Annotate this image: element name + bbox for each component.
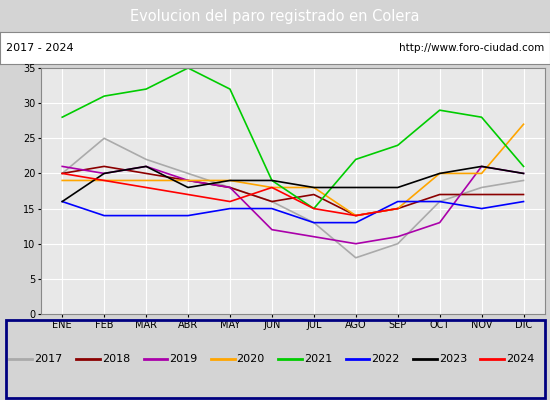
- Text: 2019: 2019: [169, 354, 197, 364]
- Text: http://www.foro-ciudad.com: http://www.foro-ciudad.com: [399, 43, 544, 53]
- Text: 2022: 2022: [371, 354, 400, 364]
- Text: 2021: 2021: [304, 354, 332, 364]
- Text: Evolucion del paro registrado en Colera: Evolucion del paro registrado en Colera: [130, 8, 420, 24]
- Text: 2023: 2023: [439, 354, 467, 364]
- Text: 2017 - 2024: 2017 - 2024: [6, 43, 73, 53]
- Text: 2024: 2024: [506, 354, 535, 364]
- Text: 2017: 2017: [35, 354, 63, 364]
- Text: 2018: 2018: [102, 354, 130, 364]
- Text: 2020: 2020: [236, 354, 265, 364]
